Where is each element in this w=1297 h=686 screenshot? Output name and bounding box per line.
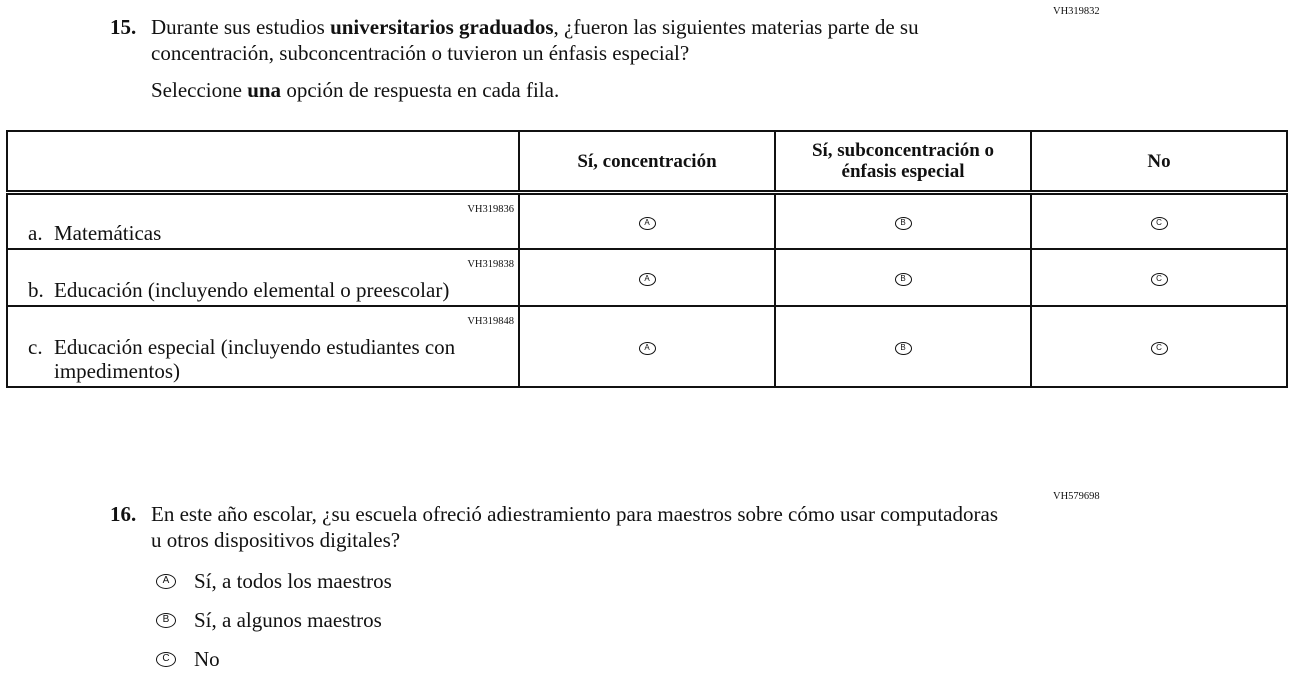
radio-option-b[interactable]: B — [894, 216, 912, 230]
answer-label: Sí, a todos los maestros — [194, 569, 392, 593]
row-code: VH319848 — [467, 315, 514, 327]
radio-option-a[interactable]: A — [638, 341, 656, 355]
question-text: Durante sus estudios universitarios grad… — [151, 15, 919, 65]
question-code: VH579698 — [1053, 491, 1100, 502]
response-grid: Sí, concentración Sí, subconcentración o… — [6, 130, 1288, 388]
column-header-concentracion: Sí, concentración — [518, 130, 776, 195]
question-number: 15. — [110, 15, 137, 39]
row-code: VH319838 — [467, 258, 514, 270]
answer-label: No — [194, 647, 220, 671]
answer-option-b[interactable]: B Sí, a algunos maestros — [156, 607, 382, 633]
question-text: En este año escolar, ¿su escuela ofreció… — [151, 502, 998, 552]
question-code: VH319832 — [1053, 6, 1100, 17]
row-letter: c. — [28, 334, 43, 359]
radio-option-a[interactable]: A — [638, 216, 656, 230]
grid-header: Sí, concentración Sí, subconcentración o… — [6, 130, 1288, 195]
radio-option-b[interactable]: B — [894, 272, 912, 286]
table-row: VH319838 b. Educación (incluyendo elementa… — [6, 247, 1288, 307]
radio-option-b[interactable]: B — [894, 341, 912, 355]
table-row: VH319836 a. Matemáticas A B C — [6, 191, 1288, 250]
radio-option-c[interactable]: C — [156, 651, 176, 667]
question-instruction: Seleccione una opción de respuesta en ca… — [151, 78, 560, 102]
radio-option-c[interactable]: C — [1150, 341, 1168, 355]
column-header-blank — [6, 130, 520, 195]
table-row: VH319848 c. Educación especial (incluyendo… — [6, 304, 1288, 388]
answer-option-a[interactable]: A Sí, a todos los maestros — [156, 568, 392, 594]
radio-option-c[interactable]: C — [1150, 272, 1168, 286]
row-code: VH319836 — [467, 204, 514, 215]
radio-option-a[interactable]: A — [638, 272, 656, 286]
row-letter: a. — [28, 220, 43, 245]
column-header-no: No — [1030, 130, 1288, 195]
row-label: Matemáticas — [54, 220, 162, 245]
question-number: 16. — [110, 502, 137, 526]
row-label: Educación (incluyendo elemental o preesc… — [54, 277, 450, 302]
radio-option-a[interactable]: A — [156, 573, 176, 589]
answer-label: Sí, a algunos maestros — [194, 608, 382, 632]
radio-option-c[interactable]: C — [1150, 216, 1168, 230]
row-label: Educación especial (incluyendo estudiant… — [54, 334, 456, 383]
radio-option-b[interactable]: B — [156, 612, 176, 628]
column-header-subconcentracion: Sí, subconcentración o énfasis especial — [774, 130, 1032, 195]
row-letter: b. — [28, 277, 44, 302]
answer-option-c[interactable]: C No — [156, 646, 220, 672]
